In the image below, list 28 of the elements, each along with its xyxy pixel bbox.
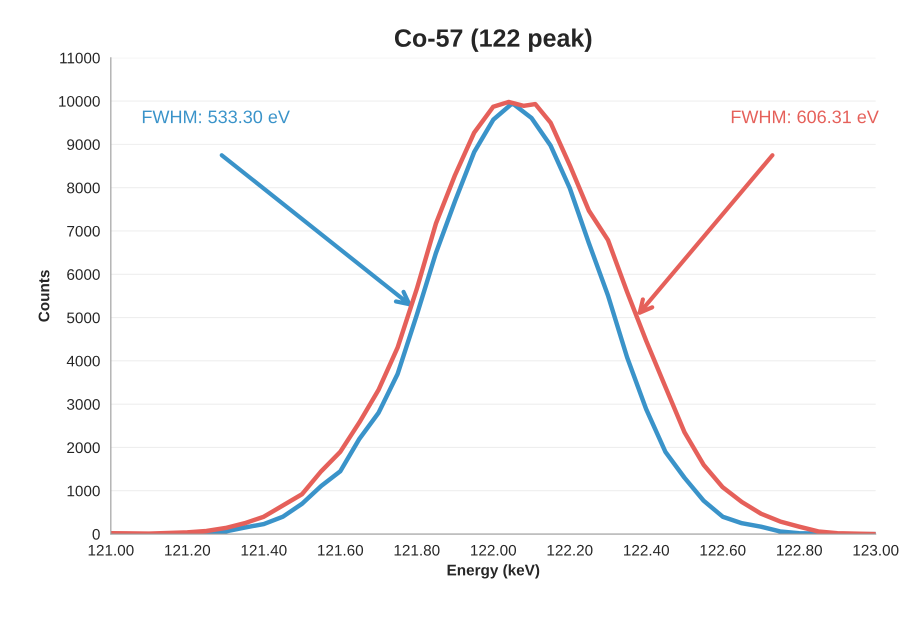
y-tick-label: 2000: [67, 442, 100, 454]
x-tick-label: 122.00: [471, 544, 516, 556]
chart-title: Co-57 (122 peak): [394, 28, 592, 52]
x-axis-title: Energy (keV): [448, 564, 540, 579]
x-tick-label: 121.20: [165, 544, 210, 556]
y-tick-label: 3000: [67, 399, 100, 410]
y-tick-label: 11000: [60, 52, 100, 64]
y-tick-label: 9000: [67, 139, 100, 150]
x-tick-label: 121.00: [88, 544, 134, 556]
x-tick-label: 122.20: [548, 544, 593, 556]
x-tick-label: 122.80: [777, 544, 822, 556]
annotation: FWHM: 606.31 eV: [732, 110, 879, 124]
x-tick-label: 122.40: [624, 544, 670, 556]
annotation: FWHM: 533.30 eV: [142, 110, 290, 124]
y-tick-label: 8000: [67, 182, 100, 194]
x-tick-label: 121.60: [318, 544, 364, 556]
y-tick-label: 10000: [59, 96, 100, 107]
x-tick-label: 123.00: [854, 544, 898, 556]
y-tick-label: 1000: [68, 486, 100, 496]
y-tick-label: 6000: [67, 269, 100, 280]
x-tick-label: 122.60: [700, 544, 746, 556]
y-axis-title: Counts: [38, 270, 50, 322]
x-tick-label: 121.80: [394, 544, 440, 556]
y-tick-label: 7000: [67, 226, 100, 237]
x-tick-label: 121.40: [242, 544, 287, 556]
y-tick-label: 0: [92, 528, 100, 540]
y-tick-label: 5000: [67, 312, 100, 324]
y-tick-label: 4000: [66, 356, 100, 367]
